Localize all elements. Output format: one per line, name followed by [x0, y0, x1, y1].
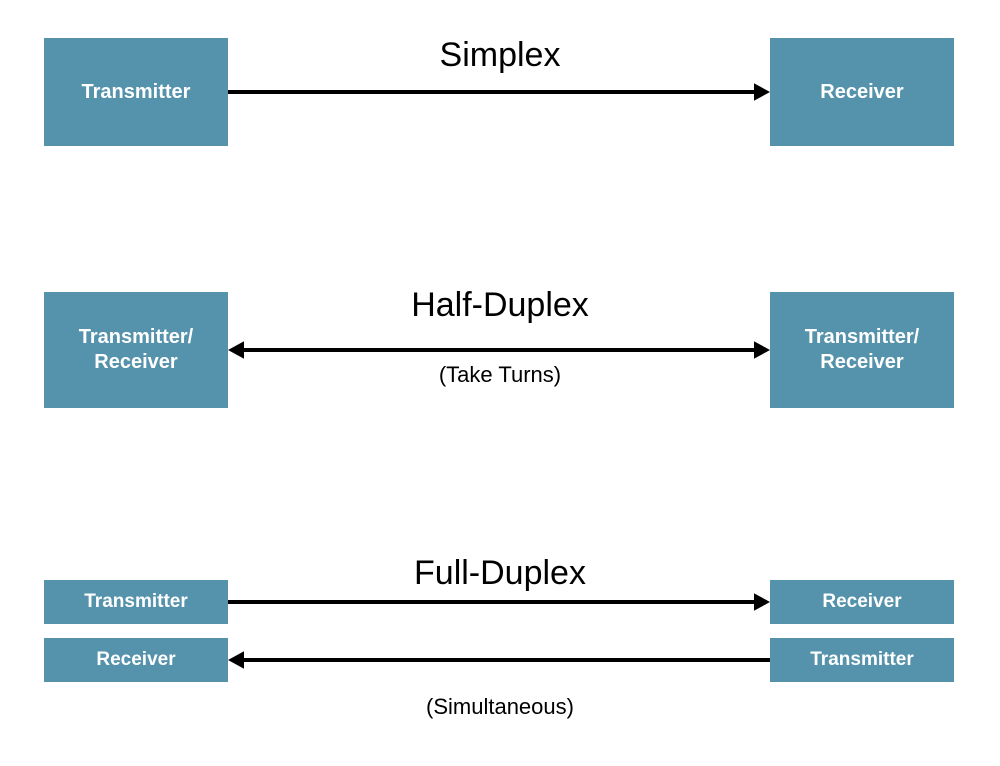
simplex-receiver-node: Receiver	[770, 38, 954, 146]
half-duplex-left-node: Transmitter/Receiver	[44, 292, 228, 408]
diagram-canvas: Simplex Transmitter Receiver Half-Duplex…	[0, 0, 1000, 766]
node-label: Transmitter/Receiver	[805, 325, 919, 375]
full-duplex-subtitle: (Simultaneous)	[350, 694, 650, 720]
node-label: Transmitter	[810, 648, 913, 672]
simplex-title: Simplex	[350, 36, 650, 75]
node-label: Receiver	[822, 590, 901, 614]
node-label: Transmitter	[82, 80, 191, 105]
simplex-transmitter-node: Transmitter	[44, 38, 228, 146]
full-duplex-right-bottom-node: Transmitter	[770, 638, 954, 682]
half-duplex-right-node: Transmitter/Receiver	[770, 292, 954, 408]
half-duplex-title: Half-Duplex	[330, 286, 670, 325]
node-label: Transmitter	[84, 590, 187, 614]
arrow-head-icon	[754, 341, 770, 359]
node-label: Receiver	[96, 648, 175, 672]
node-label: Receiver	[820, 80, 903, 105]
full-duplex-title: Full-Duplex	[330, 554, 670, 593]
arrow-head-icon	[228, 341, 244, 359]
arrow-head-icon	[754, 83, 770, 101]
arrow-head-icon	[754, 593, 770, 611]
full-duplex-left-top-node: Transmitter	[44, 580, 228, 624]
full-duplex-right-top-node: Receiver	[770, 580, 954, 624]
full-duplex-left-bottom-node: Receiver	[44, 638, 228, 682]
node-label: Transmitter/Receiver	[79, 325, 193, 375]
half-duplex-subtitle: (Take Turns)	[350, 362, 650, 388]
arrow-head-icon	[228, 651, 244, 669]
